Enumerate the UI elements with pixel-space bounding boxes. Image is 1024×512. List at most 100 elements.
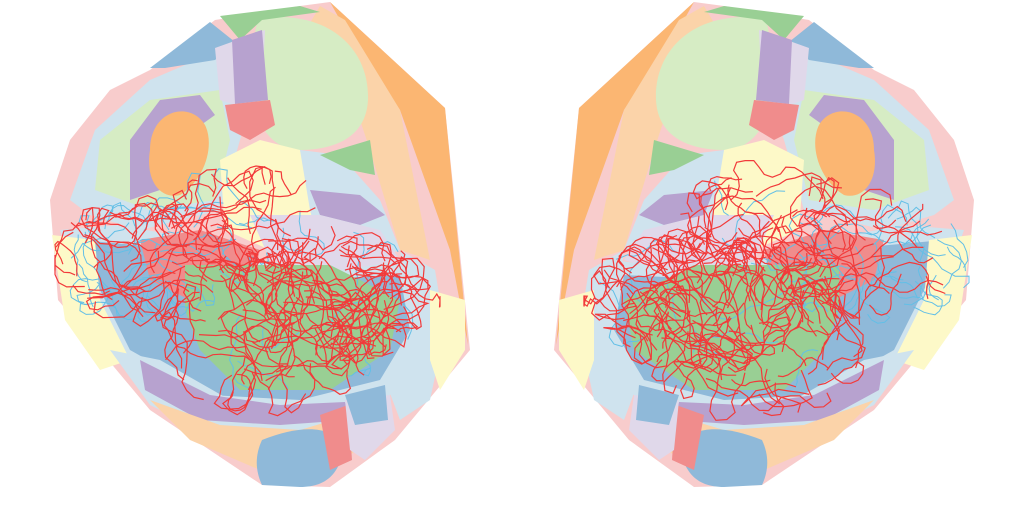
cyan-trace <box>298 210 325 256</box>
red-trace <box>338 249 397 265</box>
red-trace <box>650 276 701 286</box>
red-trace <box>329 289 372 364</box>
cyan-trace <box>70 222 130 259</box>
red-trace <box>382 260 408 294</box>
cyan-trace <box>329 291 414 340</box>
red-trace <box>675 277 749 371</box>
red-trace <box>789 277 866 371</box>
red-trace <box>626 260 688 308</box>
red-trace <box>340 245 369 282</box>
red-trace <box>691 332 739 371</box>
region-orange-oval <box>149 111 209 196</box>
red-trace <box>182 168 217 262</box>
red-trace <box>665 285 739 397</box>
red-trace <box>281 237 317 313</box>
region-green-mid <box>320 140 375 175</box>
red-trace <box>868 273 902 316</box>
cyan-trace <box>353 231 365 300</box>
red-trace <box>54 240 78 277</box>
red-trace <box>789 185 849 245</box>
red-trace <box>719 324 764 359</box>
red-trace <box>347 245 380 307</box>
red-trace <box>123 242 236 272</box>
red-trace <box>761 227 779 265</box>
red-trace <box>243 365 290 376</box>
red-trace <box>738 240 765 285</box>
red-trace <box>330 298 368 346</box>
red-trace <box>643 296 672 330</box>
cyan-trace <box>795 349 819 387</box>
red-trace <box>252 246 295 328</box>
region-salmon-small <box>225 100 275 140</box>
red-trace <box>591 257 638 321</box>
red-trace <box>326 256 409 313</box>
red-trace <box>633 312 670 365</box>
red-trace <box>115 202 159 241</box>
cyan-trace <box>779 302 829 313</box>
red-trace <box>583 280 619 308</box>
red-trace <box>170 207 229 241</box>
red-trace <box>205 216 311 267</box>
red-trace <box>645 238 696 293</box>
region-blue-top-left <box>789 22 874 68</box>
region-light-green-oval <box>655 16 770 151</box>
red-trace <box>768 298 803 333</box>
cyan-trace <box>913 280 943 316</box>
red-trace <box>826 272 944 304</box>
red-trace <box>797 319 849 336</box>
red-trace <box>320 282 355 331</box>
cyan-trace <box>902 218 930 247</box>
red-trace <box>682 242 717 319</box>
red-trace-group <box>583 160 946 421</box>
red-trace <box>227 177 251 235</box>
red-trace <box>727 184 761 238</box>
red-trace <box>154 280 181 322</box>
red-trace <box>636 319 729 362</box>
cyan-trace <box>78 263 94 308</box>
red-trace <box>135 271 176 295</box>
red-trace <box>603 269 647 307</box>
cyan-trace <box>896 206 936 239</box>
cyan-trace <box>229 313 261 391</box>
red-trace <box>149 203 189 274</box>
red-trace <box>198 238 293 283</box>
red-trace <box>304 289 352 358</box>
red-trace <box>267 310 294 390</box>
red-trace <box>768 246 813 272</box>
region-purple-column <box>756 30 792 104</box>
red-trace <box>689 345 746 421</box>
cyan-trace <box>895 226 970 289</box>
red-trace <box>806 229 856 268</box>
red-trace <box>165 339 247 361</box>
red-trace <box>811 278 839 324</box>
red-trace <box>812 211 851 248</box>
red-trace <box>400 283 441 308</box>
red-trace <box>210 223 249 281</box>
red-trace <box>792 176 835 218</box>
cyan-trace <box>928 274 939 301</box>
red-trace <box>171 243 207 265</box>
red-trace <box>808 176 826 209</box>
red-trace <box>360 309 377 360</box>
red-trace <box>314 320 350 363</box>
cyan-trace <box>917 245 925 300</box>
red-trace <box>264 302 289 365</box>
red-trace <box>184 270 208 282</box>
red-trace <box>686 192 728 258</box>
red-trace <box>241 338 270 385</box>
red-trace <box>664 310 691 323</box>
red-trace <box>300 242 311 265</box>
red-trace <box>295 291 368 311</box>
red-trace <box>755 172 842 197</box>
red-trace <box>265 373 295 382</box>
cyan-trace <box>873 278 952 307</box>
region-salmon-bottom <box>320 405 352 470</box>
region-cream-right-edge <box>430 290 465 390</box>
region-green-mid <box>649 140 704 175</box>
region-cream-left-edge <box>894 235 972 370</box>
red-trace <box>303 236 319 262</box>
region-cream-right-edge <box>559 290 594 390</box>
cyan-trace <box>809 236 847 284</box>
red-trace <box>819 188 893 278</box>
